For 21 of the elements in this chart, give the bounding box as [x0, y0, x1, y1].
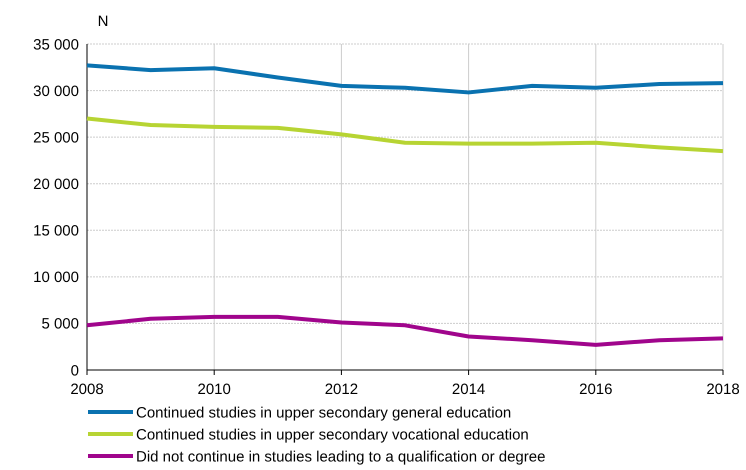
y-axis-title: N	[98, 13, 108, 30]
y-tick-label: 20 000	[33, 176, 79, 193]
y-tick-label: 25 000	[33, 129, 79, 146]
y-tick-label: 35 000	[33, 36, 79, 54]
x-tick-label: 2012	[324, 381, 358, 398]
line-series	[85, 63, 725, 94]
y-tick-label: 10 000	[33, 269, 79, 286]
legend-label: Continued studies in upper secondary vocational education	[136, 426, 529, 444]
x-tick-label: 2008	[70, 381, 104, 398]
x-tick-label: 2010	[198, 381, 231, 398]
y-tick-label: 0	[70, 362, 79, 380]
y-tick-label: 5 000	[41, 316, 79, 333]
x-tick-label: 2014	[452, 381, 486, 398]
legend-label: Continued studies in upper secondary general education	[136, 404, 512, 422]
legend-label: Did not continue in studies leading to a qualification or degree	[136, 448, 546, 466]
y-tick-label: 15 000	[33, 222, 79, 240]
line-series	[85, 314, 725, 347]
x-tick-label: 2016	[579, 381, 612, 398]
x-tick-label: 2018	[706, 381, 740, 398]
y-tick-label: 30 000	[33, 82, 79, 100]
line-series	[85, 116, 725, 154]
